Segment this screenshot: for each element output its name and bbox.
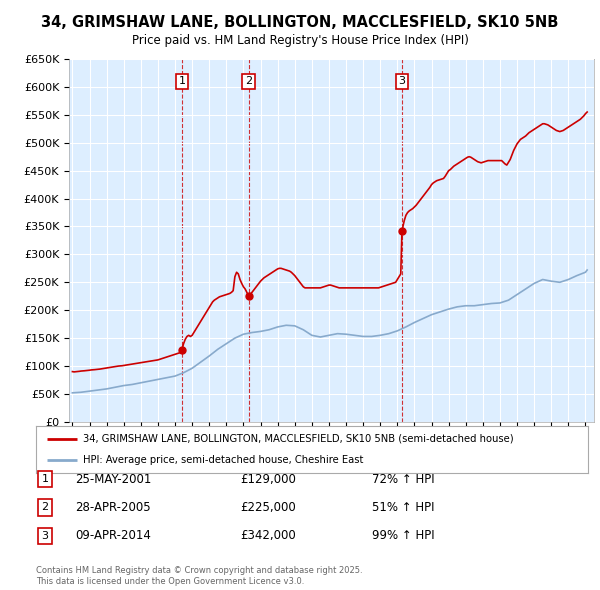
Text: 99% ↑ HPI: 99% ↑ HPI bbox=[372, 529, 434, 542]
Text: 51% ↑ HPI: 51% ↑ HPI bbox=[372, 501, 434, 514]
Text: 3: 3 bbox=[41, 531, 49, 540]
Text: 25-MAY-2001: 25-MAY-2001 bbox=[75, 473, 151, 486]
Text: 3: 3 bbox=[398, 76, 406, 86]
Text: 34, GRIMSHAW LANE, BOLLINGTON, MACCLESFIELD, SK10 5NB: 34, GRIMSHAW LANE, BOLLINGTON, MACCLESFI… bbox=[41, 15, 559, 30]
Text: £225,000: £225,000 bbox=[240, 501, 296, 514]
Text: 1: 1 bbox=[41, 474, 49, 484]
Text: 72% ↑ HPI: 72% ↑ HPI bbox=[372, 473, 434, 486]
Text: HPI: Average price, semi-detached house, Cheshire East: HPI: Average price, semi-detached house,… bbox=[83, 455, 363, 466]
Text: 09-APR-2014: 09-APR-2014 bbox=[75, 529, 151, 542]
Text: 1: 1 bbox=[178, 76, 185, 86]
Text: £342,000: £342,000 bbox=[240, 529, 296, 542]
Text: 28-APR-2005: 28-APR-2005 bbox=[75, 501, 151, 514]
Text: £129,000: £129,000 bbox=[240, 473, 296, 486]
Text: 2: 2 bbox=[41, 503, 49, 512]
Text: 2: 2 bbox=[245, 76, 252, 86]
Text: Contains HM Land Registry data © Crown copyright and database right 2025.
This d: Contains HM Land Registry data © Crown c… bbox=[36, 566, 362, 586]
Text: 34, GRIMSHAW LANE, BOLLINGTON, MACCLESFIELD, SK10 5NB (semi-detached house): 34, GRIMSHAW LANE, BOLLINGTON, MACCLESFI… bbox=[83, 434, 514, 444]
Text: Price paid vs. HM Land Registry's House Price Index (HPI): Price paid vs. HM Land Registry's House … bbox=[131, 34, 469, 47]
